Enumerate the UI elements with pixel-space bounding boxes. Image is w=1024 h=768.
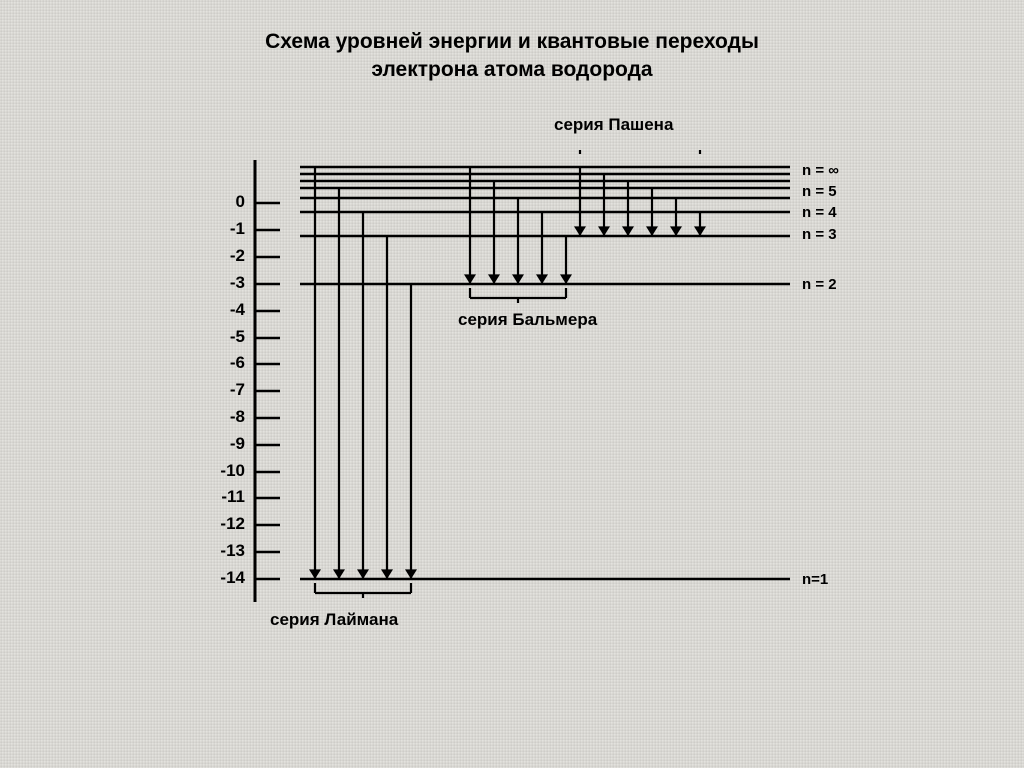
energy-level-label: n=1 — [802, 571, 828, 588]
energy-level-label: n = 3 — [802, 226, 837, 243]
axis-tick-label: -7 — [195, 380, 245, 400]
axis-tick-label: -5 — [195, 327, 245, 347]
energy-level-label: n = 5 — [802, 183, 837, 200]
axis-tick-label: -12 — [195, 514, 245, 534]
energy-level-label: n = 2 — [802, 276, 837, 293]
axis-tick-label: -13 — [195, 541, 245, 561]
title-line-1: Схема уровней энергии и квантовые перехо… — [265, 30, 759, 53]
axis-tick-label: -9 — [195, 434, 245, 454]
axis-tick-label: -1 — [195, 219, 245, 239]
series-label-Бальмера: серия Бальмера — [458, 310, 597, 330]
axis-tick-label: -10 — [195, 461, 245, 481]
axis-tick-label: -2 — [195, 246, 245, 266]
series-label-Пашена: серия Пашена — [554, 115, 673, 135]
energy-level-label: n = 4 — [802, 204, 837, 221]
title-line-2: электрона атома водорода — [371, 58, 652, 81]
diagram-title: Схема уровней энергии и квантовые перехо… — [0, 28, 1024, 85]
axis-tick-label: -8 — [195, 407, 245, 427]
axis-tick-label: -14 — [195, 568, 245, 588]
axis-tick-label: -6 — [195, 353, 245, 373]
axis-tick-label: -11 — [195, 487, 245, 507]
axis-tick-label: -4 — [195, 300, 245, 320]
axis-tick-label: -3 — [195, 273, 245, 293]
energy-level-label: n = ∞ — [802, 162, 839, 179]
axis-tick-label: 0 — [195, 192, 245, 212]
series-label-Лаймана: серия Лаймана — [270, 610, 398, 630]
